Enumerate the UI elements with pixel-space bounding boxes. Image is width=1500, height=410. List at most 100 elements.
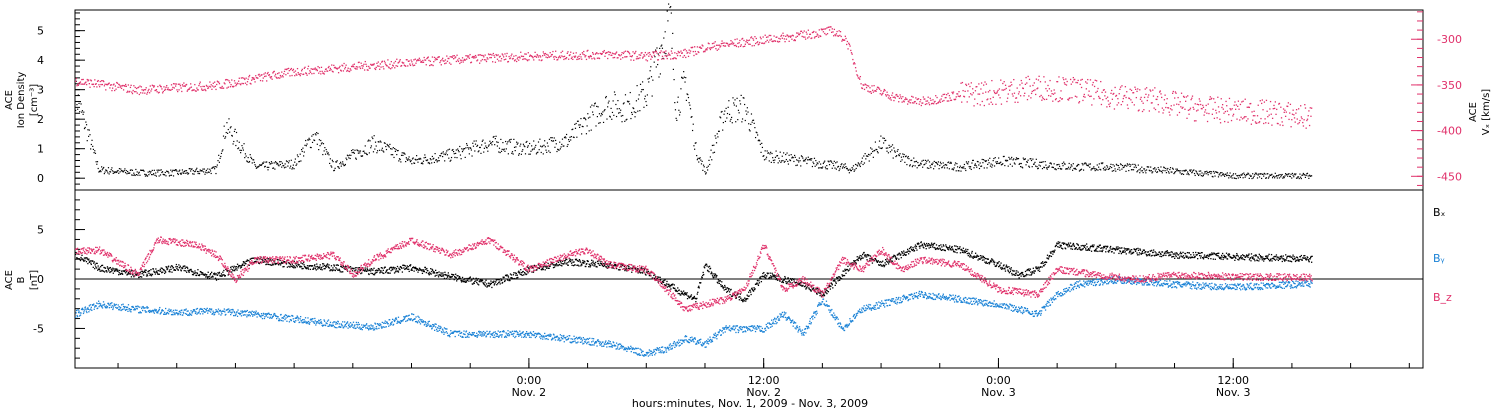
- velocity-point: [1006, 97, 1009, 99]
- density-point: [979, 162, 981, 164]
- b-point: [153, 270, 155, 272]
- velocity-point: [323, 73, 325, 75]
- velocity-point: [270, 77, 272, 79]
- density-point: [913, 161, 916, 163]
- velocity-point: [1098, 95, 1100, 98]
- velocity-point: [544, 54, 546, 56]
- b-point: [80, 258, 83, 260]
- velocity-point: [828, 29, 831, 31]
- velocity-point: [416, 60, 418, 62]
- b-point: [398, 267, 400, 269]
- density-point: [1037, 167, 1039, 169]
- b-point: [315, 269, 317, 271]
- density-point: [96, 163, 98, 165]
- velocity-point: [93, 85, 95, 88]
- velocity-point: [1045, 98, 1048, 100]
- b-point: [427, 270, 429, 272]
- density-point: [694, 142, 696, 144]
- velocity-point: [1016, 87, 1018, 89]
- velocity-point: [332, 71, 334, 73]
- velocity-point: [1136, 90, 1138, 93]
- b-point: [188, 269, 191, 272]
- velocity-point: [667, 54, 669, 56]
- density-point: [196, 170, 199, 173]
- b-point: [321, 266, 323, 269]
- velocity-point: [548, 56, 550, 58]
- velocity-point: [253, 78, 256, 80]
- velocity-point: [775, 36, 777, 38]
- density-point: [633, 111, 635, 113]
- density-point: [702, 164, 705, 166]
- density-point: [363, 150, 365, 152]
- density-point: [478, 150, 480, 152]
- velocity-point: [443, 60, 445, 62]
- density-point: [344, 163, 346, 166]
- velocity-point: [1036, 88, 1038, 90]
- velocity-point: [485, 60, 488, 63]
- velocity-point: [524, 58, 527, 60]
- velocity-point: [430, 64, 432, 66]
- density-point: [1243, 172, 1245, 174]
- velocity-point: [255, 75, 257, 77]
- velocity-point: [1199, 100, 1201, 102]
- density-point: [1085, 162, 1087, 164]
- velocity-point: [737, 42, 739, 45]
- density-point: [345, 157, 347, 159]
- velocity-point: [1285, 111, 1287, 113]
- b-point: [394, 267, 396, 269]
- velocity-point: [428, 59, 430, 62]
- velocity-point: [229, 81, 231, 84]
- density-point: [767, 152, 770, 154]
- density-point: [1299, 173, 1301, 175]
- velocity-point: [132, 89, 134, 92]
- density-point: [485, 145, 487, 147]
- density-point: [481, 144, 483, 146]
- velocity-point: [859, 78, 861, 80]
- density-point: [305, 139, 307, 142]
- b-point: [166, 268, 169, 270]
- velocity-point: [1258, 121, 1260, 124]
- b-point: [459, 278, 462, 280]
- velocity-point: [1167, 107, 1170, 109]
- density-point: [606, 118, 608, 120]
- velocity-point: [1219, 118, 1221, 120]
- b-point: [183, 269, 185, 272]
- velocity-point: [802, 32, 804, 34]
- b-point: [472, 277, 474, 280]
- b-point: [457, 275, 459, 277]
- density-point: [479, 146, 481, 149]
- b-point: [456, 278, 459, 281]
- b-point: [382, 272, 384, 274]
- density-point: [266, 166, 268, 168]
- density-point: [623, 102, 625, 104]
- density-point: [237, 147, 240, 149]
- density-point: [940, 163, 942, 165]
- density-point: [1212, 176, 1214, 178]
- b-point: [157, 273, 159, 275]
- density-point: [263, 166, 266, 168]
- velocity-point: [665, 55, 668, 58]
- density-point: [81, 111, 83, 113]
- b-point: [658, 276, 660, 278]
- velocity-point: [437, 56, 439, 59]
- density-point: [237, 147, 239, 150]
- density-point: [172, 175, 175, 177]
- density-point: [1085, 163, 1087, 165]
- density-point: [674, 109, 677, 111]
- density-point: [939, 164, 941, 167]
- b-point: [250, 257, 252, 260]
- velocity-point: [695, 53, 697, 55]
- density-point: [1060, 168, 1062, 170]
- velocity-point: [387, 66, 390, 68]
- density-point: [713, 144, 715, 146]
- velocity-point: [1271, 124, 1273, 126]
- velocity-point: [400, 64, 403, 67]
- velocity-point: [624, 56, 626, 58]
- density-point: [875, 148, 877, 151]
- b-point: [309, 264, 311, 267]
- velocity-point: [439, 60, 442, 62]
- density-point: [1022, 157, 1024, 159]
- velocity-point: [504, 53, 506, 55]
- density-point: [474, 143, 477, 145]
- velocity-point: [1237, 105, 1239, 108]
